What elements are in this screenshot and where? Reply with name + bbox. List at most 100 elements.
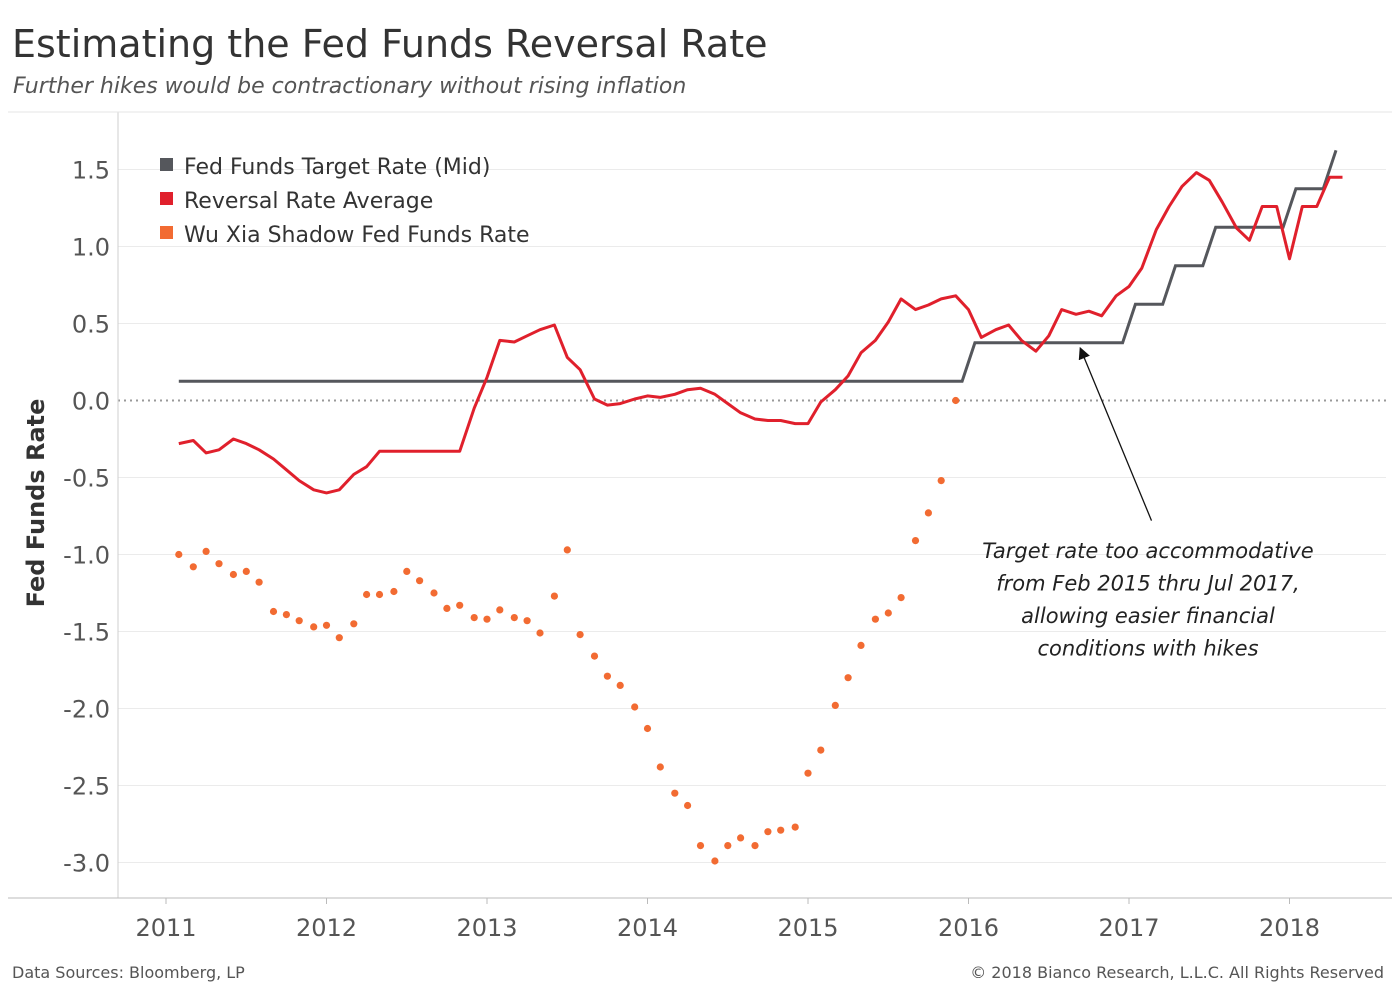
- annotation-text-line: Target rate too accommodative: [982, 539, 1313, 563]
- scatter-point-shadow-rate: [523, 617, 531, 625]
- scatter-point-shadow-rate: [229, 570, 237, 579]
- scatter-point-shadow-rate: [777, 826, 785, 834]
- scatter-point-shadow-rate: [897, 594, 905, 602]
- y-tick-label: -2.0: [63, 696, 110, 724]
- series-line-target-rate: [178, 149, 1338, 383]
- copyright: © 2018 Bianco Research, L.L.C. All Right…: [970, 963, 1384, 982]
- scatter-point-shadow-rate: [496, 606, 504, 614]
- scatter-point-shadow-rate: [911, 537, 920, 545]
- y-tick-label: -3.0: [63, 850, 110, 878]
- y-axis-label: Fed Funds Rate: [22, 399, 50, 608]
- scatter-point-shadow-rate: [375, 590, 384, 599]
- y-tick-label: -1.0: [63, 542, 110, 570]
- y-tick-label: 0.5: [72, 311, 110, 339]
- scatter-point-shadow-rate: [603, 672, 612, 680]
- scatter-point-shadow-rate: [924, 509, 933, 517]
- scatter-point-shadow-rate: [550, 592, 559, 600]
- scatter-point-shadow-rate: [656, 763, 664, 771]
- legend-label: Fed Funds Target Rate (Mid): [184, 155, 490, 180]
- scatter-point-shadow-rate: [590, 652, 599, 660]
- y-tick-label: -1.5: [63, 619, 110, 647]
- x-tick-label: 2018: [1259, 914, 1320, 942]
- annotation: Target rate too accommodative from Feb 20…: [982, 346, 1314, 661]
- scatter-point-shadow-rate: [696, 842, 705, 850]
- scatter-point-shadow-rate: [711, 857, 719, 865]
- scatter-point-shadow-rate: [937, 477, 945, 485]
- scatter-point-shadow-rate: [215, 560, 223, 568]
- scatter-point-shadow-rate: [576, 631, 584, 639]
- scatter-point-shadow-rate: [416, 577, 424, 585]
- scatter-point-shadow-rate: [255, 578, 263, 586]
- x-tick-label: 2012: [296, 914, 357, 942]
- scatter-point-shadow-rate: [430, 589, 438, 597]
- y-tick-label: -0.5: [63, 465, 110, 493]
- chart-title: Estimating the Fed Funds Reversal Rate: [12, 22, 768, 66]
- scatter-point-shadow-rate: [764, 828, 772, 836]
- series-layer: [175, 149, 1343, 865]
- scatter-point-shadow-rate: [403, 567, 411, 576]
- scatter-point-shadow-rate: [844, 674, 852, 682]
- legend-swatch: [160, 226, 173, 239]
- scatter-point-shadow-rate: [335, 634, 343, 642]
- scatter-point-shadow-rate: [643, 724, 652, 733]
- scatter-point-shadow-rate: [952, 396, 960, 405]
- x-tick-label: 2015: [777, 914, 838, 942]
- scatter-point-shadow-rate: [269, 607, 278, 616]
- annotation-arrow: [1078, 346, 1153, 521]
- scatter-point-shadow-rate: [791, 823, 799, 831]
- scatter-point-shadow-rate: [563, 546, 571, 554]
- scatter-point-shadow-rate: [202, 547, 210, 556]
- scatter-point-shadow-rate: [684, 801, 692, 810]
- legend-label: Wu Xia Shadow Fed Funds Rate: [184, 223, 530, 248]
- scatter-point-shadow-rate: [831, 701, 839, 710]
- legend-swatch: [160, 192, 173, 205]
- annotation-text-line: conditions with hikes: [1037, 637, 1258, 661]
- data-sources: Data Sources: Bloomberg, LP: [12, 963, 245, 982]
- x-tick-label: 2013: [456, 914, 517, 942]
- chart-subtitle: Further hikes would be contractionary wi…: [13, 74, 687, 99]
- scatter-point-shadow-rate: [483, 615, 491, 623]
- gridlines: [118, 169, 1386, 863]
- scatter-point-shadow-rate: [616, 681, 624, 690]
- scatter-point-shadow-rate: [737, 834, 745, 842]
- scatter-point-shadow-rate: [871, 615, 880, 623]
- x-tick-label: 2016: [938, 914, 999, 942]
- annotation-text-line: from Feb 2015 thru Jul 2017,: [996, 572, 1299, 596]
- scatter-point-shadow-rate: [242, 567, 250, 576]
- scatter-point-shadow-rate: [631, 703, 639, 711]
- legend-label: Reversal Rate Average: [184, 189, 433, 214]
- y-tick-label: 1.0: [72, 234, 110, 262]
- x-tick-label: 2014: [617, 914, 678, 942]
- scatter-point-shadow-rate: [322, 621, 331, 629]
- scatter-point-shadow-rate: [857, 641, 865, 650]
- x-tick-label: 2017: [1098, 914, 1159, 942]
- x-tick-label: 2011: [135, 914, 196, 942]
- y-tick-label: 1.5: [72, 157, 110, 185]
- scatter-point-shadow-rate: [295, 617, 303, 625]
- scatter-point-shadow-rate: [724, 842, 732, 850]
- scatter-point-shadow-rate: [671, 789, 679, 797]
- scatter-point-shadow-rate: [363, 590, 371, 599]
- x-axis-ticks: 2011 2012 2013 2014 2015 2016 2017 2018: [135, 898, 1320, 942]
- y-tick-label: 0.0: [72, 388, 110, 416]
- scatter-point-shadow-rate: [817, 746, 825, 754]
- scatter-point-shadow-rate: [175, 550, 183, 559]
- scatter-point-shadow-rate: [443, 604, 451, 613]
- scatter-point-shadow-rate: [751, 842, 759, 850]
- plot-frame: [8, 111, 1392, 899]
- annotation-text-line: allowing easier financial: [1021, 604, 1275, 628]
- y-axis-ticks: 1.5 1.0 0.5 0.0 -0.5 -1.0 -1.5 -2.0 -2.5 -3.0: [63, 157, 110, 878]
- legend-swatch: [160, 158, 173, 171]
- scatter-point-shadow-rate: [390, 587, 398, 596]
- scatter-point-shadow-rate: [456, 601, 464, 609]
- scatter-point-shadow-rate: [310, 623, 318, 631]
- scatter-point-shadow-rate: [189, 563, 197, 571]
- scatter-point-shadow-rate: [804, 769, 812, 777]
- scatter-point-shadow-rate: [470, 614, 478, 622]
- scatter-point-shadow-rate: [536, 629, 544, 637]
- legend: Fed Funds Target Rate (Mid) Reversal Rate…: [160, 155, 530, 248]
- scatter-point-shadow-rate: [884, 609, 892, 617]
- y-tick-label: -2.5: [63, 773, 110, 801]
- scatter-point-shadow-rate: [350, 620, 358, 628]
